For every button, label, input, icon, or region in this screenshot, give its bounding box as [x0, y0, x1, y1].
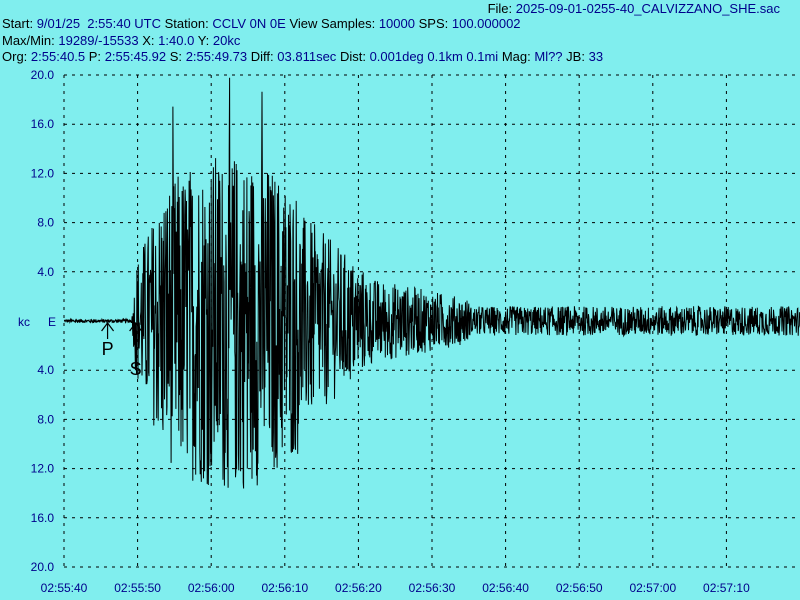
diff-value: 03.811sec — [277, 49, 337, 64]
y-tick-label: 4.0 — [37, 265, 54, 279]
x-tick-label: 02:56:00 — [188, 581, 235, 595]
start-info-line: Start: 9/01/25 2:55:40 UTC Station: CCLV… — [2, 16, 521, 31]
waveform-trace — [63, 77, 800, 489]
phase-marker-p: P — [101, 322, 115, 359]
sps-value: 100.000002 — [451, 16, 521, 31]
y-tick-label: 20.0 — [31, 68, 55, 82]
y-tick-label: 20.0 — [31, 560, 55, 574]
sps-label: SPS: — [418, 16, 449, 31]
component-label: E — [48, 315, 56, 329]
x-scale-value: 1:40.0 — [158, 33, 195, 48]
y-scale-label: Y: — [197, 33, 210, 48]
diff-label: Diff: — [250, 49, 274, 64]
p-time-value: 2:55:45.92 — [104, 49, 167, 64]
mag-label: Mag: — [501, 49, 531, 64]
p-time-label: P: — [88, 49, 102, 64]
y-tick-label: 16.0 — [31, 117, 55, 131]
y-axis-unit-label: kc — [18, 315, 30, 329]
origin-info-line: Org: 2:55:40.5 P: 2:55:45.92 S: 2:55:49.… — [2, 49, 603, 64]
phase-marker-s: S — [129, 322, 143, 379]
jb-label: JB: — [566, 49, 585, 64]
x-tick-label: 02:56:40 — [482, 581, 529, 595]
s-time-label: S: — [169, 49, 183, 64]
y-tick-label: 8.0 — [37, 216, 54, 230]
x-tick-label: 02:56:10 — [261, 581, 308, 595]
y-tick-label: 12.0 — [31, 166, 55, 180]
view-samples-label: View Samples: — [289, 16, 376, 31]
jb-value: 33 — [588, 49, 604, 64]
y-scale-value: 20kc — [212, 33, 241, 48]
x-tick-label: 02:55:40 — [41, 581, 88, 595]
maxmin-value: 19289/-15533 — [58, 33, 139, 48]
marker-label: S — [130, 359, 142, 379]
y-tick-label: 16.0 — [31, 511, 55, 525]
maxmin-info-line: Max/Min: 19289/-15533 X: 1:40.0 Y: 20kc — [2, 33, 240, 48]
x-tick-label: 02:57:00 — [629, 581, 676, 595]
file-name-line: File: 2025-09-01-0255-40_CALVIZZANO_SHE.… — [488, 1, 780, 16]
phase-markers: PS — [101, 322, 143, 379]
mag-value: Ml?? — [534, 49, 563, 64]
x-tick-labels: 02:55:40 02:55:50 02:56:00 02:56:10 02:56:20… — [41, 581, 750, 595]
start-label: Start: — [2, 16, 34, 31]
org-value: 2:55:40.5 — [30, 49, 86, 64]
view-samples-value: 10000 — [378, 16, 415, 31]
dist-value: 0.001deg 0.1km 0.1mi — [369, 49, 499, 64]
dist-label: Dist: — [339, 49, 366, 64]
org-label: Org: — [2, 49, 28, 64]
y-tick-labels: 20.0 16.0 12.0 8.0 4.0 4.0 8.0 12.0 16.0 20.0 — [31, 68, 55, 574]
y-tick-label: 12.0 — [31, 462, 55, 476]
station-value: CCLV 0N 0E — [212, 16, 286, 31]
x-tick-label: 02:55:50 — [114, 581, 161, 595]
y-tick-label: 4.0 — [37, 363, 54, 377]
file-name: 2025-09-01-0255-40_CALVIZZANO_SHE.sac — [515, 1, 780, 16]
x-tick-label: 02:56:20 — [335, 581, 382, 595]
marker-label: P — [102, 339, 114, 359]
y-tick-label: 8.0 — [37, 412, 54, 426]
marker-arrow — [101, 322, 115, 332]
station-label: Station: — [164, 16, 209, 31]
x-scale-label: X: — [142, 33, 155, 48]
file-label: File: — [487, 1, 513, 16]
x-tick-label: 02:56:50 — [556, 581, 603, 595]
x-tick-label: 02:57:10 — [703, 581, 750, 595]
marker-arrow — [129, 322, 143, 332]
maxmin-label: Max/Min: — [2, 33, 55, 48]
x-tick-label: 02:56:30 — [409, 581, 456, 595]
s-time-value: 2:55:49.73 — [185, 49, 248, 64]
start-value: 9/01/25 2:55:40 UTC — [36, 16, 162, 31]
